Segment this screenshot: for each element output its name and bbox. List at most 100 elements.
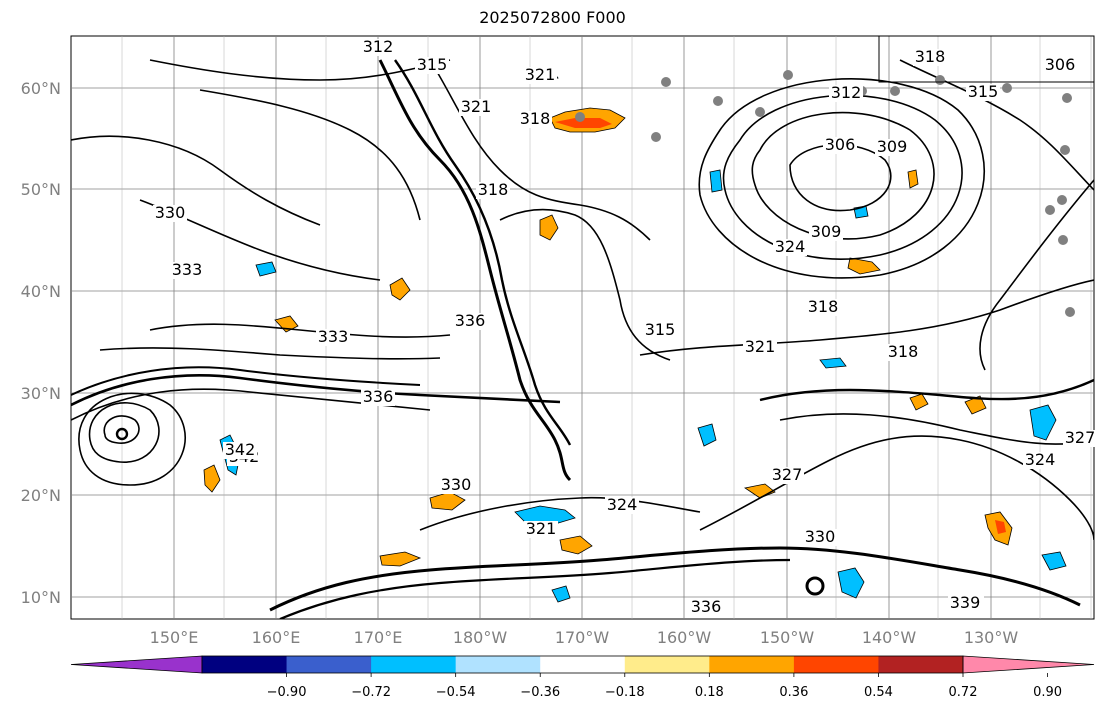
station-marker <box>575 112 585 122</box>
colorbar-segment <box>371 656 457 673</box>
station-marker <box>1002 83 1012 93</box>
contour-line <box>698 78 985 279</box>
contour-label-bg <box>1063 430 1097 447</box>
negative-patch <box>1029 404 1057 441</box>
contour-line <box>71 366 421 396</box>
contour-label-bg <box>523 67 557 84</box>
contour-label-bg <box>153 205 187 222</box>
colorbar-tick-label: 0.72 <box>949 685 978 700</box>
contour-label: 315 <box>417 55 448 74</box>
colorbar-tick-labels: −0.90 −0.72 −0.54 −0.36 −0.18 0.18 0.36 0.54 0.7… <box>267 673 1062 700</box>
contour-line <box>88 402 160 463</box>
longitude-label: 180°W <box>453 628 508 647</box>
contour-label: 330 <box>805 527 836 546</box>
contour-line <box>699 435 1094 541</box>
contour-line <box>99 347 441 360</box>
contour-label: 312 <box>363 37 394 56</box>
positive-patch <box>909 393 929 411</box>
contour-label-bg <box>223 442 257 459</box>
contour-label-bg <box>773 239 807 256</box>
contour-line <box>378 59 572 482</box>
station-marker <box>651 132 661 142</box>
contour-labels: 312 315 321 318 309 306 312 315 318 321 324 327 330 3… <box>153 37 1097 616</box>
contour-line <box>279 558 791 619</box>
contour-label-bg <box>453 313 487 330</box>
contour-label: 330 <box>441 475 472 494</box>
contour-line <box>779 413 1094 445</box>
contour-label: 318 <box>888 342 919 361</box>
contour-label: 321 <box>745 337 776 356</box>
contour-label-bg <box>361 389 395 406</box>
latitude-labels: 60°N 50°N 40°N 30°N 20°N 10°N <box>21 79 61 607</box>
contour-label-bg <box>361 39 395 56</box>
contour-line <box>419 496 701 531</box>
colorbar-tick-label: −0.72 <box>351 685 391 700</box>
station-marker <box>1045 205 1055 215</box>
colorbar-segment <box>455 656 541 673</box>
contour-label: 324 <box>607 495 638 514</box>
negative-patch <box>709 169 723 193</box>
contour-label: 333 <box>318 327 349 346</box>
latitude-label: 30°N <box>21 384 61 403</box>
colorbar-tick-label: −0.90 <box>267 685 307 700</box>
contour-label-bg <box>803 529 837 546</box>
contour-label: 336 <box>363 387 394 406</box>
contour-label: 327 <box>1065 428 1096 447</box>
contour-label-bg <box>524 521 558 538</box>
station-marker <box>1065 307 1075 317</box>
map-frame <box>70 35 1095 620</box>
latitude-label: 60°N <box>21 79 61 98</box>
contour-label: 324 <box>1025 450 1056 469</box>
contour-line <box>78 392 186 486</box>
contour-label-bg <box>459 99 493 116</box>
map-title: 2025072800 F000 <box>479 8 626 27</box>
colorbar-segment <box>793 656 879 673</box>
contour-line <box>103 415 140 444</box>
positive-patch <box>389 277 411 301</box>
longitude-label: 150°E <box>150 628 199 647</box>
station-marker <box>935 75 945 85</box>
latitude-label: 20°N <box>21 486 61 505</box>
contour-line <box>71 374 561 407</box>
colorbar-extend-max <box>962 655 1095 674</box>
closed-contour <box>115 427 129 441</box>
negative-patch <box>837 567 865 599</box>
contour-lines <box>71 59 1094 619</box>
longitude-label: 140°W <box>862 628 917 647</box>
contour-line <box>899 59 1094 191</box>
longitude-label: 160°E <box>252 628 301 647</box>
contour-label: 306 <box>1045 55 1076 74</box>
contour-label-bg <box>170 262 204 279</box>
contour-label: 309 <box>811 222 842 241</box>
contour-label: 321 <box>525 65 556 84</box>
inset-box <box>878 35 1095 83</box>
negative-patch <box>697 423 717 447</box>
contour-label-bg <box>689 599 723 616</box>
positive-patch <box>539 214 559 241</box>
positive-patch <box>907 169 919 189</box>
contour-label-bg <box>643 322 677 339</box>
contour-label: 306 <box>825 135 856 154</box>
contour-label-bg <box>743 339 777 356</box>
contour-label-bg <box>913 49 947 66</box>
positive-patch <box>379 551 422 567</box>
contour-label: 330 <box>155 203 186 222</box>
contour-label-bg <box>1043 57 1077 74</box>
contour-label-bg <box>823 137 857 154</box>
longitude-label: 170°E <box>354 628 403 647</box>
strong-positive-patch <box>995 520 1006 534</box>
contour-label: 309 <box>877 137 908 156</box>
colorbar-segment <box>878 656 964 673</box>
station-marker <box>1062 93 1072 103</box>
contour-label: 333 <box>172 260 203 279</box>
colorbar <box>70 655 1095 674</box>
negative-patch <box>551 585 571 603</box>
station-marker <box>713 96 723 106</box>
contour-label-bg <box>476 182 510 199</box>
positive-patch <box>847 257 881 275</box>
latitude-label: 50°N <box>21 180 61 199</box>
longitude-label: 170°W <box>555 628 610 647</box>
contour-label: 321 <box>461 97 492 116</box>
station-marker <box>783 70 793 80</box>
